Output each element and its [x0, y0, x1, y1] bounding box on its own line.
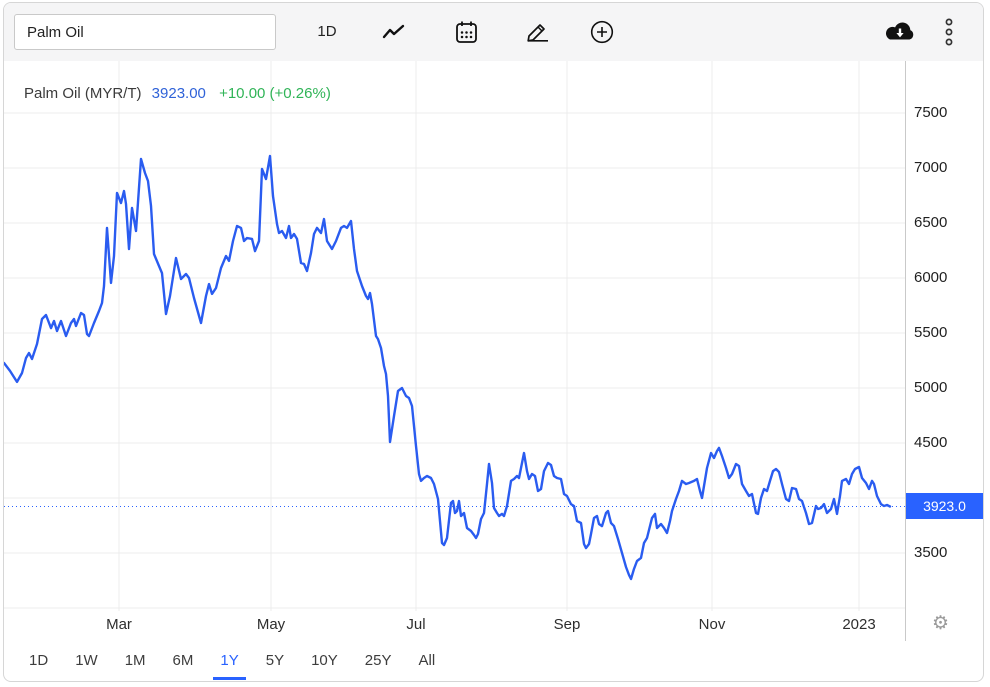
timeframe-button-5y[interactable]: 5Y [265, 652, 285, 669]
draw-pencil-icon-button[interactable] [519, 16, 555, 48]
x-axis-label: 2023 [842, 616, 876, 633]
settings-gear-icon[interactable]: ⚙ [932, 613, 950, 634]
compare-add-icon [590, 20, 614, 44]
timeframe-bar: 1D 1W 1M 6M 1Y 5Y 10Y 25Y All [4, 641, 983, 681]
chart-header: Palm Oil (MYR/T) 3923.00 +10.00 (+0.26%) [24, 85, 331, 102]
chart-card: 1D [3, 2, 984, 682]
x-axis-label: May [256, 616, 286, 633]
timeframe-button-1d[interactable]: 1D [29, 652, 49, 669]
trend-line-icon-button[interactable] [376, 16, 412, 48]
x-axis-label: Sep [553, 616, 581, 633]
instrument-title: Palm Oil (MYR/T) [24, 85, 142, 102]
calendar-icon-button[interactable] [448, 16, 484, 48]
y-axis-label: 3500 [914, 544, 948, 561]
y-axis-label: 7500 [914, 104, 948, 121]
y-axis-label: 6500 [914, 214, 948, 231]
price-series-line [4, 154, 892, 581]
calendar-icon [455, 21, 477, 43]
axis-corner: ⚙ [905, 611, 983, 641]
y-axis-label: 6000 [914, 269, 948, 286]
price-axis[interactable]: 3923.0 7500 7000 6500 6000 5500 5000 4500 3500 [905, 61, 983, 611]
x-axis-label: Mar [106, 616, 132, 633]
time-axis[interactable]: ⚙ Mar May Jul Sep Nov 2023 [4, 611, 983, 641]
y-axis-label: 4500 [914, 434, 948, 451]
y-axis-label: 5500 [914, 324, 948, 341]
top-toolbar: 1D [4, 3, 983, 61]
last-price: 3923.00 [151, 85, 206, 102]
chart-plot-area[interactable]: Palm Oil (MYR/T) 3923.00 +10.00 (+0.26%)… [4, 61, 983, 611]
y-axis-label: 5000 [914, 379, 948, 396]
timeframe-button-25y[interactable]: 25Y [364, 652, 392, 669]
y-axis-label: 7000 [914, 159, 948, 176]
price-line-chart [4, 61, 905, 611]
x-axis-label: Nov [698, 616, 726, 633]
download-cloud-icon-button[interactable] [878, 16, 922, 48]
timeframe-button-1y[interactable]: 1Y [213, 649, 247, 680]
timeframe-button-1w[interactable]: 1W [75, 652, 98, 669]
timeframe-button-6m[interactable]: 6M [172, 652, 194, 669]
search-input[interactable] [14, 14, 276, 50]
download-cloud-icon [885, 22, 914, 40]
compare-add-icon-button[interactable] [584, 16, 620, 48]
draw-pencil-icon [527, 24, 548, 42]
timeframe-button-all[interactable]: All [418, 652, 436, 669]
kebab-menu-icon-button[interactable] [933, 16, 965, 48]
x-axis-label: Jul [406, 616, 426, 633]
price-change: +10.00 (+0.26%) [219, 85, 331, 102]
trend-line-icon [382, 24, 405, 39]
current-price-tag: 3923.0 [906, 493, 983, 520]
timeframe-button-10y[interactable]: 10Y [311, 652, 338, 669]
interval-selector[interactable]: 1D [317, 23, 337, 40]
kebab-menu-icon [945, 18, 953, 46]
timeframe-button-1m[interactable]: 1M [124, 652, 146, 669]
